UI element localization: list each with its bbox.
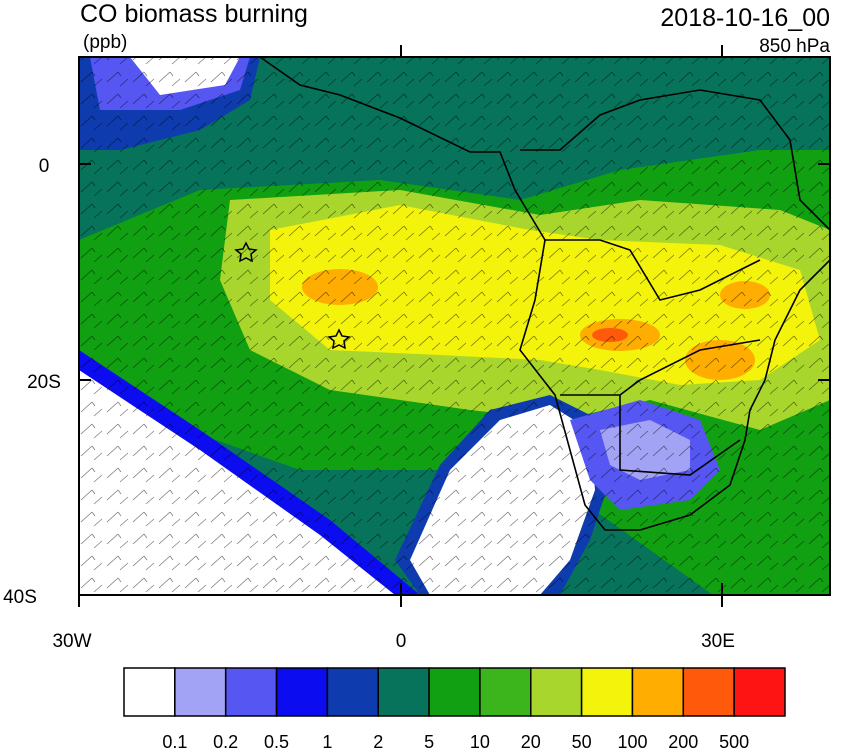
- colorbar-box: [682, 667, 735, 717]
- units: (ppb): [83, 32, 127, 53]
- colorbar: 0.1 0.2 0.5 1 2 5 10 20 50 100 200 500: [123, 667, 786, 752]
- colorbar-box: [580, 667, 634, 717]
- colorbar-box: [123, 667, 176, 717]
- lat-label: 0: [39, 156, 50, 177]
- colorbar-label: 2: [373, 732, 383, 750]
- colorbar-label: 0.1: [162, 732, 187, 750]
- time-label: 2018-10-16_00: [660, 4, 830, 32]
- lon-label: 30E: [701, 631, 735, 652]
- plot-frame: [78, 56, 831, 596]
- colorbar-label: 10: [470, 732, 490, 750]
- colorbar-box: [377, 667, 430, 717]
- colorbar-label: 200: [668, 732, 698, 750]
- lat-label: 40S: [3, 587, 37, 608]
- colorbar-box: [631, 667, 685, 717]
- colorbar-box: [733, 667, 786, 717]
- colorbar-label: 50: [572, 732, 592, 750]
- colorbar-box: [428, 667, 481, 717]
- level-label: 850 hPa: [759, 36, 830, 57]
- map-field: [79, 57, 830, 595]
- lon-label: 30W: [52, 631, 91, 652]
- colorbar-label: 20: [521, 732, 541, 750]
- colorbar-box: [530, 667, 583, 717]
- title: CO biomass burning: [80, 0, 308, 28]
- colorbar-label: 1: [322, 732, 332, 750]
- colorbar-box: [275, 667, 329, 717]
- colorbar-label: 5: [424, 732, 434, 750]
- colorbar-label: 0.2: [213, 732, 238, 750]
- colorbar-label: 0.5: [264, 732, 289, 750]
- ticks: [78, 45, 830, 607]
- colorbar-box: [174, 667, 227, 717]
- colorbar-box: [224, 667, 278, 717]
- lon-label: 0: [396, 631, 407, 652]
- colorbar-box: [479, 667, 532, 717]
- lat-label: 20S: [27, 372, 61, 393]
- colorbar-label: 500: [719, 732, 749, 750]
- colorbar-label: 100: [617, 732, 647, 750]
- colorbar-box: [326, 667, 379, 717]
